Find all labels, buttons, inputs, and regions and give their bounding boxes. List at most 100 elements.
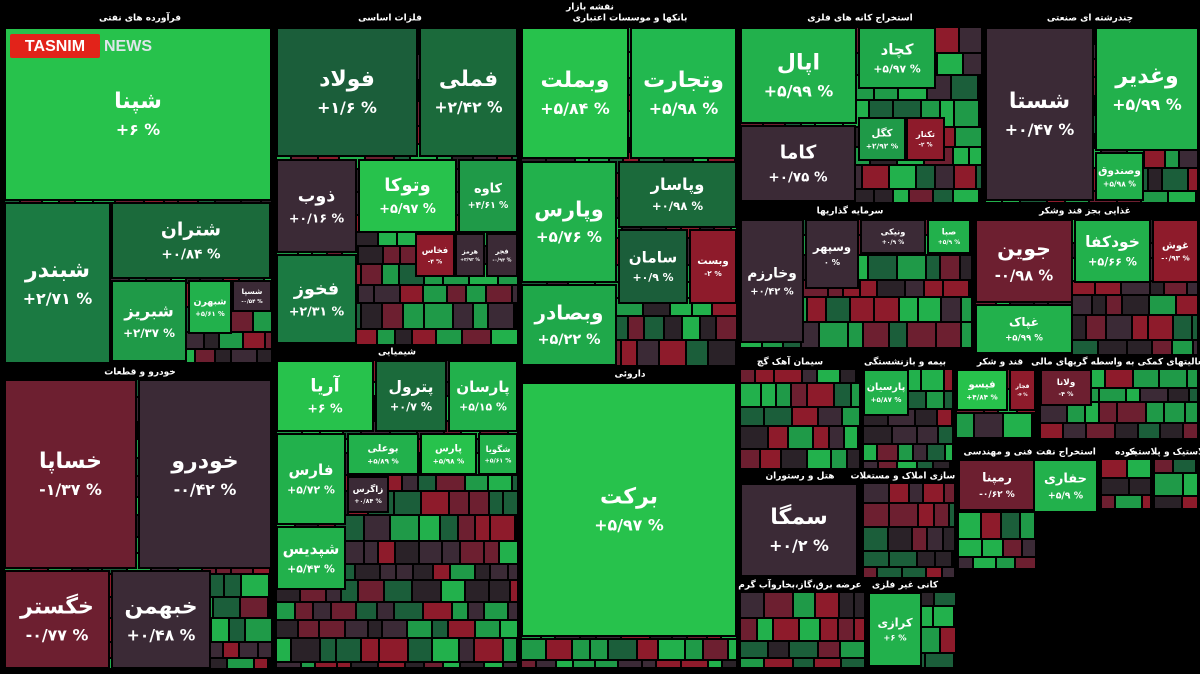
stock-change: +۴/۸۴ %: [966, 393, 998, 402]
small-tile: [413, 581, 440, 601]
small-tile: [840, 593, 853, 617]
small-tile: [864, 445, 876, 460]
small-tile: [864, 484, 888, 502]
small-tile: [890, 166, 915, 188]
sector-title-bg: [1118, 356, 1122, 368]
small-tile: [790, 642, 817, 657]
stock-change: +۰/۷ %: [390, 401, 432, 414]
sector-title: استخراج نفت: [1036, 448, 1096, 458]
stock-name: ونیکی: [881, 226, 906, 237]
small-tile: [955, 101, 978, 126]
small-tile: [723, 661, 736, 667]
small-tile: [537, 661, 555, 667]
small-tile: [474, 304, 487, 328]
small-tile: [924, 484, 943, 502]
stock-tile: [975, 304, 1073, 354]
small-tile: [210, 643, 222, 657]
small-tile: [277, 639, 290, 661]
stock-change: +۵/۹۸ %: [433, 457, 465, 466]
small-tile: [258, 350, 271, 362]
stock-tile: [1033, 459, 1098, 513]
small-tile: [1086, 403, 1098, 422]
small-tile: [683, 317, 699, 339]
stock-name: فیسو: [967, 380, 995, 391]
small-tile: [385, 581, 411, 601]
stock-tile: [276, 254, 357, 344]
small-tile: [591, 640, 607, 659]
stock-change: -۰/۴۲ %: [174, 480, 237, 499]
small-tile: [522, 661, 535, 667]
small-tile: [962, 323, 971, 347]
small-tile: [878, 281, 904, 296]
small-tile: [961, 256, 971, 279]
stock-tile: [478, 433, 518, 475]
sector-title-bg: [628, 12, 632, 24]
small-tile: [717, 317, 736, 339]
small-tile: [852, 384, 859, 406]
small-tile: [1102, 460, 1126, 477]
small-tile: [808, 384, 833, 406]
stock-change: +۱/۶ %: [317, 98, 377, 117]
small-tile: [346, 621, 367, 637]
small-tile: [513, 476, 517, 490]
sector-title-bg: [998, 356, 1002, 368]
small-tile: [1155, 474, 1182, 495]
small-tile: [1116, 496, 1141, 508]
stock-change: -۰/۶۲ %: [979, 490, 1015, 500]
sector-title-bg: [138, 12, 142, 24]
small-tile: [660, 341, 685, 365]
small-tile: [379, 542, 394, 563]
stock-change: +۵/۹۷ %: [873, 62, 921, 75]
small-tile: [1174, 316, 1191, 339]
small-tile: [622, 341, 636, 365]
small-tile: [359, 581, 383, 601]
small-tile: [451, 565, 474, 579]
small-tile: [338, 663, 350, 667]
small-tile: [878, 568, 901, 577]
small-tile: [900, 298, 917, 321]
small-tile: [919, 504, 933, 526]
stock-tile: [276, 159, 357, 253]
small-tile: [240, 643, 257, 657]
stock-change: +۰/۴۸ %: [127, 625, 196, 644]
small-tile: [934, 190, 952, 202]
sector-title-bg: [903, 356, 907, 368]
stock-name: شگویا: [486, 444, 511, 455]
small-tile: [419, 476, 435, 490]
small-tile: [941, 628, 955, 652]
small-tile: [945, 484, 954, 502]
stock-tile: [458, 159, 518, 233]
small-tile: [359, 286, 373, 302]
small-tile: [802, 323, 818, 347]
sector-title: فرآورده های نفتی: [99, 12, 181, 24]
small-tile: [224, 643, 238, 657]
small-tile: [442, 581, 464, 601]
small-tile: [425, 304, 452, 328]
small-tile: [910, 484, 922, 502]
small-tile: [765, 593, 792, 617]
stock-tile: [863, 369, 909, 416]
stock-change: +۵/۶۶ %: [1088, 256, 1137, 269]
stock-tile: [1152, 219, 1199, 283]
small-tile: [955, 166, 975, 188]
small-tile: [864, 462, 877, 468]
small-tile: [777, 384, 790, 406]
stock-name: وپارس: [534, 198, 603, 222]
stock-name: برکت: [600, 484, 658, 509]
stock-name: فخاس: [422, 245, 448, 256]
small-tile: [1165, 282, 1186, 294]
stock-name: شپنا: [114, 89, 162, 114]
small-tile: [709, 661, 721, 667]
stock-change: +۰/۴۷ %: [1005, 120, 1075, 139]
small-tile: [1100, 403, 1116, 422]
small-tile: [259, 643, 271, 657]
small-tile: [875, 298, 898, 321]
stock-change: +۶ %: [116, 120, 160, 139]
stock-tile: [420, 433, 477, 475]
small-tile: [629, 317, 643, 339]
stock-tile: [1009, 369, 1036, 411]
small-tile: [296, 603, 312, 619]
small-tile: [1064, 424, 1085, 438]
sector-title: فنی و مهندسی: [964, 448, 1033, 458]
small-tile: [889, 528, 911, 550]
